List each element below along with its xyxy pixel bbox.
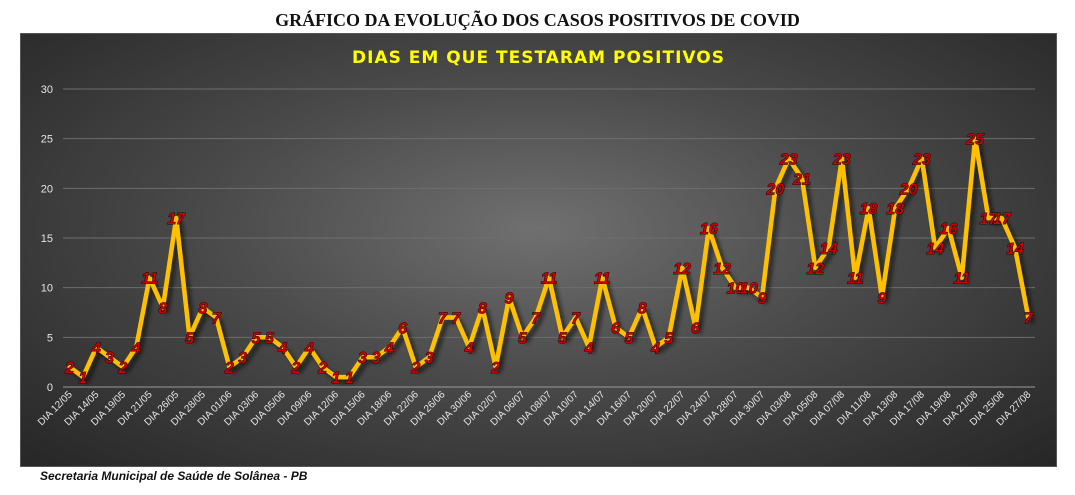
data-label: 23 (779, 152, 798, 169)
y-tick-label: 5 (47, 332, 53, 344)
data-label: 3 (358, 350, 367, 367)
data-label: 4 (583, 340, 593, 357)
data-label: 14 (820, 241, 838, 258)
y-axis-ticks: 0 5 10 15 20 25 30 (41, 84, 53, 394)
data-label: 8 (478, 301, 487, 318)
data-label: 1 (345, 370, 354, 387)
data-label: 9 (505, 291, 514, 308)
data-label: 14 (1006, 241, 1024, 258)
data-label: 10 (727, 281, 745, 298)
series-line-layer (67, 136, 1031, 380)
data-label: 2 (410, 360, 420, 377)
data-label: 10 (740, 281, 758, 298)
data-label: 11 (847, 271, 864, 288)
data-label: 6 (611, 320, 620, 337)
data-label: 5 (558, 330, 568, 347)
data-label: 8 (198, 301, 207, 318)
data-label: 7 (438, 310, 448, 327)
data-label: 16 (940, 221, 958, 238)
data-label: 7 (212, 310, 222, 327)
data-label: 3 (371, 350, 380, 367)
data-label: 11 (141, 271, 158, 288)
data-label: 3 (238, 350, 247, 367)
data-label: 2 (117, 360, 127, 377)
footer-source: Secretaria Municipal de Saúde de Solânea… (40, 469, 308, 483)
data-label: 2 (490, 360, 500, 377)
y-tick-label: 15 (41, 233, 53, 245)
data-label: 18 (886, 201, 904, 218)
y-tick-label: 20 (41, 183, 53, 195)
data-label: 20 (899, 181, 918, 198)
data-label: 25 (965, 132, 985, 149)
y-tick-label: 0 (47, 382, 53, 394)
data-label: 12 (713, 261, 731, 278)
data-label: 2 (224, 360, 234, 377)
page-title: GRÁFICO DA EVOLUÇÃO DOS CASOS POSITIVOS … (275, 10, 800, 30)
data-label: 4 (650, 340, 660, 357)
data-label: 9 (758, 291, 767, 308)
data-label: 8 (638, 301, 647, 318)
data-label: 3 (425, 350, 434, 367)
series-line (67, 136, 1031, 380)
data-label: 2 (291, 360, 301, 377)
data-label: 17 (993, 211, 1012, 228)
data-label: 16 (700, 221, 718, 238)
y-tick-label: 25 (41, 134, 53, 146)
data-label: 11 (594, 271, 611, 288)
data-label: 4 (91, 340, 101, 357)
data-label: 2 (64, 360, 74, 377)
data-label: 6 (398, 320, 407, 337)
y-tick-label: 10 (41, 283, 53, 295)
data-label: 21 (792, 171, 811, 188)
data-label: 11 (953, 271, 970, 288)
data-label: 7 (451, 310, 461, 327)
chart-title: DIAS EM QUE TESTARAM POSITIVOS (352, 48, 725, 68)
data-label: 11 (541, 271, 558, 288)
data-label: 1 (332, 370, 341, 387)
data-label: 1 (79, 370, 88, 387)
data-label: 20 (765, 181, 784, 198)
data-label: 12 (673, 261, 691, 278)
data-label: 5 (624, 330, 634, 347)
data-label: 4 (131, 340, 141, 357)
data-label: 12 (806, 261, 824, 278)
data-label: 5 (265, 330, 275, 347)
data-label: 17 (167, 211, 186, 228)
data-label: 6 (691, 320, 700, 337)
data-label: 5 (185, 330, 195, 347)
data-label: 23 (832, 152, 851, 169)
data-label: 7 (1024, 310, 1034, 327)
data-label: 7 (571, 310, 581, 327)
chart-frame: 0 5 10 15 20 25 30 DIA 12/05 DIA 14/05 DIA 19/05… (20, 33, 1057, 467)
data-label: 17 (979, 211, 998, 228)
data-label: 4 (464, 340, 474, 357)
data-label: 4 (304, 340, 314, 357)
data-label: 5 (664, 330, 674, 347)
data-label: 4 (277, 340, 287, 357)
data-label: 7 (531, 310, 541, 327)
data-label: 23 (912, 152, 931, 169)
data-label: 14 (926, 241, 944, 258)
data-label: 8 (158, 301, 167, 318)
data-label: 5 (252, 330, 262, 347)
data-label: 5 (518, 330, 528, 347)
y-tick-label: 30 (41, 84, 53, 96)
data-label: 4 (384, 340, 394, 357)
data-label: 2 (317, 360, 327, 377)
data-label: 18 (860, 201, 878, 218)
data-label: 3 (105, 350, 114, 367)
data-label: 9 (877, 291, 886, 308)
